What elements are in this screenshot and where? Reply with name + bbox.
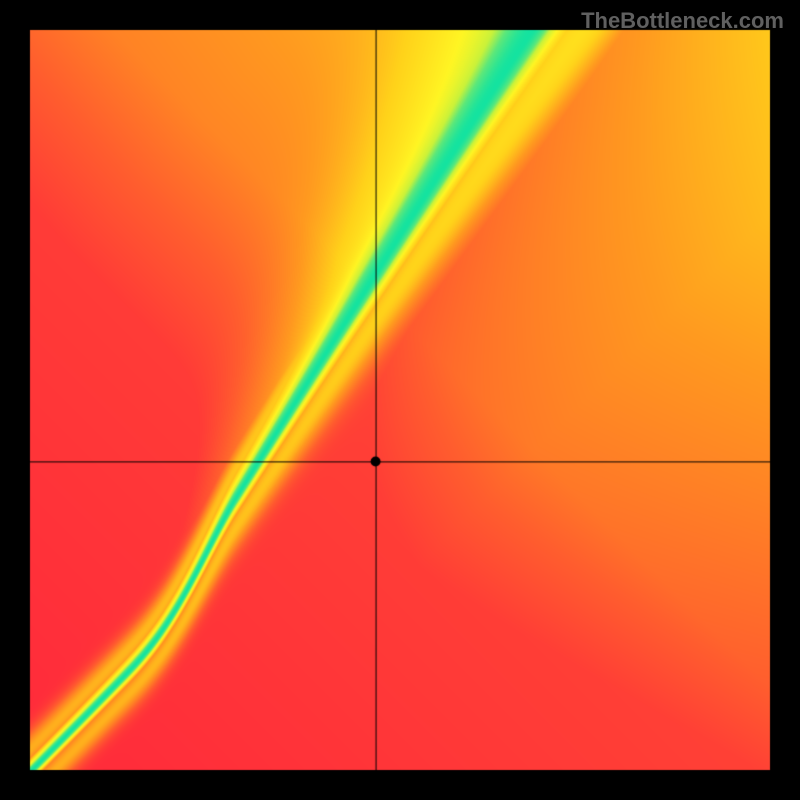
watermark-label: TheBottleneck.com — [581, 8, 784, 34]
bottleneck-heatmap — [0, 0, 800, 800]
